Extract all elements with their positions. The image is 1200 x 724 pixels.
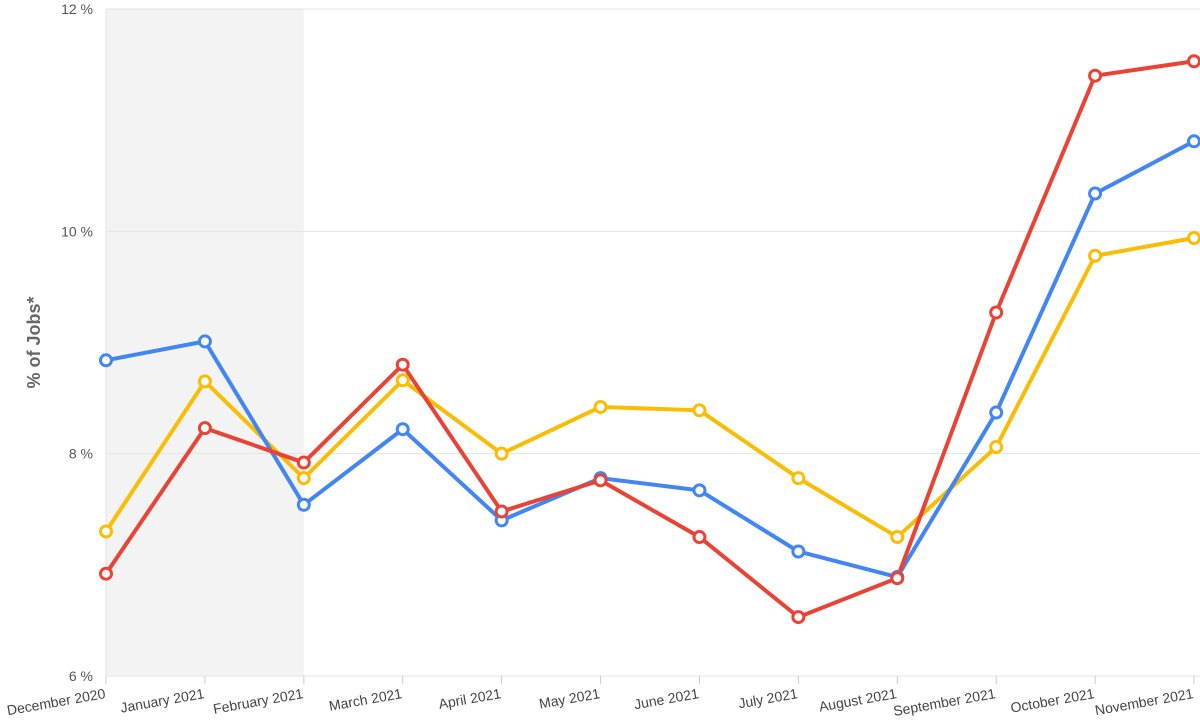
series-2-point[interactable] (692, 483, 707, 498)
series-1-point[interactable] (395, 373, 410, 388)
x-tick-label: January 2021 (119, 685, 206, 716)
x-tick-label: April 2021 (437, 685, 502, 712)
series-line-1 (104, 236, 1196, 540)
series-1-point[interactable] (197, 374, 212, 389)
x-tick-label: March 2021 (328, 685, 404, 714)
series-1-point[interactable] (791, 471, 806, 486)
x-axis: December 2020 January 2021 February 2021 Ma… (6, 676, 1195, 719)
x-tick-label: May 2021 (538, 685, 602, 711)
series-1-point[interactable] (494, 446, 509, 461)
series-line-2 (104, 139, 1196, 580)
series-3-point[interactable] (692, 530, 707, 545)
series-2-point[interactable] (989, 405, 1004, 420)
series-points (99, 54, 1200, 625)
series-1-point[interactable] (989, 439, 1004, 454)
series-1-point[interactable] (99, 524, 113, 539)
series-2-point[interactable] (395, 422, 410, 437)
series-1-point[interactable] (890, 530, 905, 545)
y-tick-label: 6 % (69, 668, 93, 684)
x-tick-label: July 2021 (737, 685, 799, 711)
x-tick-label: August 2021 (818, 685, 898, 714)
x-tick-label: November 2021 (1094, 685, 1195, 718)
series-1-point[interactable] (692, 403, 707, 418)
series-2-point[interactable] (99, 353, 113, 368)
series-line-3 (104, 59, 1196, 620)
x-tick-label: December 2020 (6, 685, 107, 718)
series-3-point[interactable] (1187, 54, 1200, 69)
series-1-point[interactable] (1088, 248, 1103, 263)
series-2-point[interactable] (296, 497, 311, 512)
series-2-point[interactable] (1088, 186, 1103, 201)
y-tick-label: 10 % (61, 223, 93, 239)
y-tick-label: 12 % (61, 1, 93, 17)
series-3-point[interactable] (1088, 68, 1103, 83)
series-lines (104, 59, 1196, 620)
series-3-point[interactable] (890, 571, 905, 586)
y-axis: 6 % 8 % 10 % 12 % (61, 1, 93, 684)
series-3-point[interactable] (791, 610, 806, 625)
series-1-point[interactable] (1187, 231, 1200, 246)
grid-lines (105, 8, 1200, 677)
x-tick-label: September 2021 (892, 685, 997, 719)
series-1-point[interactable] (593, 399, 608, 414)
series-1-point[interactable] (296, 471, 311, 486)
series-2-point[interactable] (791, 544, 806, 559)
series-2-point[interactable] (197, 334, 212, 349)
series-3-point[interactable] (593, 473, 608, 488)
x-tick-label: June 2021 (633, 685, 700, 712)
series-3-point[interactable] (197, 421, 212, 436)
series-3-point[interactable] (494, 504, 509, 519)
series-3-point[interactable] (99, 566, 113, 581)
x-tick-label: February 2021 (212, 685, 305, 717)
y-axis-title: % of Jobs* (24, 296, 44, 388)
series-2-point[interactable] (1187, 134, 1200, 149)
series-3-point[interactable] (989, 305, 1004, 320)
y-tick-label: 8 % (69, 446, 93, 462)
series-3-point[interactable] (395, 357, 410, 372)
x-tick-label: October 2021 (1009, 685, 1096, 716)
series-3-point[interactable] (296, 455, 311, 470)
